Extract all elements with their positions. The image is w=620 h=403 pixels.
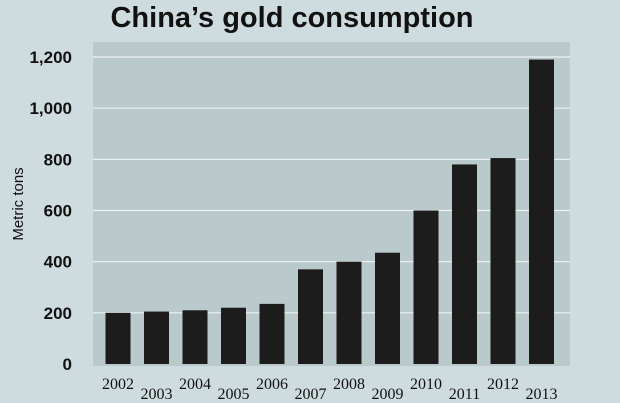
x-tick-label: 2009 xyxy=(372,386,404,403)
y-tick-label: 1,000 xyxy=(29,99,72,118)
x-tick-label: 2010 xyxy=(410,376,442,393)
x-tick-label: 2007 xyxy=(295,386,327,403)
bar-2013 xyxy=(529,59,554,364)
bar-2007 xyxy=(298,269,323,364)
bar-2006 xyxy=(259,303,285,364)
bar-2002 xyxy=(105,312,131,364)
x-tick-label: 2002 xyxy=(102,376,134,393)
y-tick-label: 400 xyxy=(44,253,72,272)
x-tick-label: 2008 xyxy=(333,376,365,393)
bar-2003 xyxy=(144,311,169,364)
y-tick-label: 800 xyxy=(44,150,72,169)
y-tick-label: 1,200 xyxy=(29,48,72,67)
bars xyxy=(105,59,554,364)
chart-title: China’s gold consumption xyxy=(110,2,473,34)
y-tick-label: 200 xyxy=(44,304,72,323)
x-tick-label: 2004 xyxy=(179,376,211,393)
bar-2012 xyxy=(490,158,516,364)
bar-2010 xyxy=(413,210,439,364)
bar-2009 xyxy=(375,252,400,364)
y-axis-title: Metric tons xyxy=(10,167,27,240)
x-axis-tick-labels: 2002 2003 2004 2005 2006 2007 2008 2009 2010 2011… xyxy=(102,376,558,403)
y-tick-label: 0 xyxy=(63,355,72,374)
bar-2005 xyxy=(221,307,246,364)
x-tick-label: 2011 xyxy=(449,386,480,403)
x-tick-label: 2003 xyxy=(141,386,173,403)
bar-2011 xyxy=(452,164,477,364)
x-tick-label: 2012 xyxy=(487,376,519,393)
grid-lines xyxy=(93,56,570,314)
bar-2004 xyxy=(182,310,208,364)
x-tick-label: 2005 xyxy=(218,386,250,403)
x-tick-label: 2013 xyxy=(526,386,558,403)
x-tick-label: 2006 xyxy=(256,376,288,393)
y-tick-label: 600 xyxy=(44,202,72,221)
bar-2008 xyxy=(336,261,362,364)
y-axis-tick-labels: 0 200 400 600 800 1,000 1,200 xyxy=(29,48,72,374)
